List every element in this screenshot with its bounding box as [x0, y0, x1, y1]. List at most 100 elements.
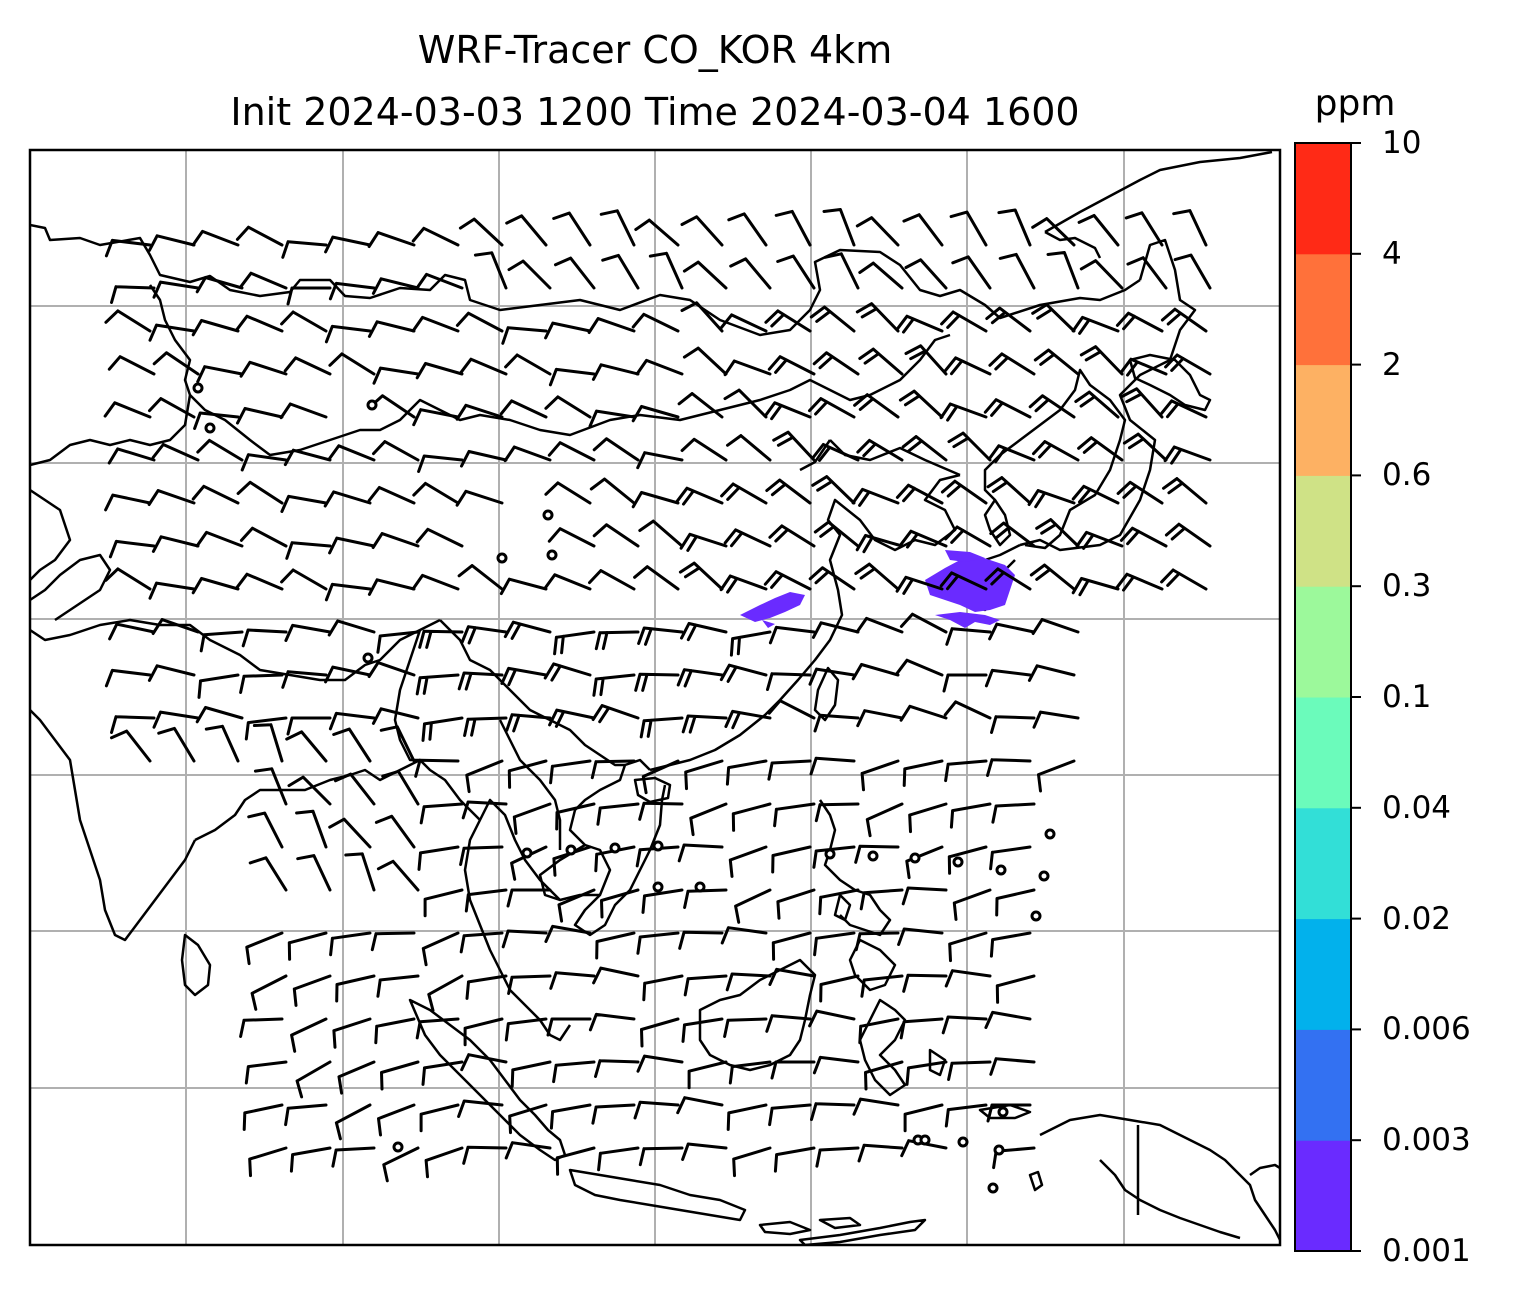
wind-barb	[1115, 572, 1164, 592]
wind-barb	[248, 1146, 288, 1178]
wind-barb	[681, 1142, 728, 1161]
wind-barb	[899, 612, 948, 634]
wind-barb	[544, 321, 592, 340]
wind-barb	[548, 367, 596, 387]
wind-barb	[239, 1017, 284, 1038]
wind-barb	[727, 212, 768, 247]
wind-barb	[991, 802, 1036, 824]
wind-barb	[677, 392, 724, 419]
wind-barb	[147, 234, 196, 252]
wind-barb	[455, 489, 504, 507]
coastline-japan-kyushu	[983, 498, 1012, 547]
wind-barb	[631, 312, 680, 333]
wind-barb	[1028, 394, 1076, 419]
wind-barb	[501, 326, 548, 345]
wind-barb	[723, 528, 772, 548]
coastline-japan-hokkaido	[1128, 353, 1212, 412]
wind-barb	[283, 448, 332, 467]
wind-barb	[811, 621, 860, 639]
wind-barb	[549, 971, 596, 990]
wind-barb	[324, 665, 372, 684]
wind-barb	[814, 802, 860, 823]
map-title-line2: Init 2024-03-03 1200 Time 2024-03-04 160…	[230, 90, 1080, 134]
calm-wind-marker	[496, 552, 508, 564]
wind-barb	[504, 353, 552, 376]
wind-barb	[191, 229, 240, 247]
wind-barb	[638, 1146, 684, 1167]
wind-barb	[457, 564, 504, 591]
wind-barb	[681, 714, 728, 734]
wind-barb	[723, 388, 768, 419]
wind-barb	[284, 1103, 328, 1127]
wind-barb	[895, 575, 944, 595]
wind-barb	[412, 408, 460, 427]
wind-barb	[287, 931, 328, 961]
wind-barb	[328, 711, 376, 731]
wind-barb	[591, 704, 640, 724]
wind-barb	[588, 409, 636, 428]
wind-barb	[641, 888, 684, 914]
colorbar-tick-label: 0.02	[1382, 900, 1452, 937]
wind-barb	[678, 930, 724, 950]
wind-barb	[367, 661, 416, 678]
wind-barb	[1032, 710, 1080, 729]
wind-barb	[588, 1012, 636, 1032]
wind-barb	[380, 1060, 420, 1091]
wind-barb	[296, 854, 332, 892]
wind-barb	[989, 1057, 1036, 1076]
wind-barb	[1173, 253, 1212, 290]
wind-barb	[858, 347, 904, 376]
wind-barb	[252, 723, 284, 763]
wind-barb	[812, 351, 860, 376]
wind-barb	[334, 1103, 372, 1141]
wind-barb	[1035, 518, 1080, 548]
wind-barb	[327, 619, 376, 637]
wind-barb	[988, 622, 1036, 641]
wind-barb	[903, 1103, 944, 1133]
wind-barb	[250, 974, 288, 1011]
wind-barb	[766, 672, 812, 691]
colorbar-tick-label: 0.04	[1382, 789, 1452, 826]
wind-barb	[245, 931, 284, 966]
wind-barb	[767, 699, 816, 720]
wind-barb	[415, 673, 460, 696]
wind-barb	[597, 1146, 640, 1172]
wind-barb	[944, 525, 992, 548]
wind-barb	[286, 286, 332, 306]
wind-barb	[720, 482, 768, 505]
wind-barb	[675, 486, 724, 506]
wind-barb	[939, 402, 988, 422]
wind-barb	[374, 1017, 416, 1045]
wind-barb	[637, 626, 684, 646]
coastlines	[30, 150, 1280, 1245]
wind-barb	[280, 310, 328, 333]
wind-barb	[682, 260, 728, 290]
wind-barb	[104, 567, 152, 591]
coastline-north	[30, 223, 1141, 337]
wind-barb	[636, 451, 684, 470]
wind-barb	[679, 532, 728, 552]
wind-barb	[279, 402, 328, 420]
wind-barb	[852, 1097, 900, 1116]
wind-barb	[680, 437, 728, 462]
wind-barb	[813, 713, 860, 733]
wind-barb	[940, 310, 988, 333]
wind-barb	[236, 407, 284, 425]
wind-barb	[947, 431, 992, 462]
wind-barb	[857, 1143, 904, 1163]
wind-barb	[764, 309, 812, 333]
wind-barb	[421, 931, 460, 967]
wind-barb	[290, 1017, 328, 1053]
wind-barb	[455, 311, 504, 333]
colorbar-tick-label: 10	[1382, 125, 1422, 161]
wind-barb	[902, 759, 944, 787]
wind-barb	[767, 759, 812, 781]
calm-wind-marker	[867, 850, 879, 862]
wind-barb	[641, 759, 680, 795]
wind-barb	[197, 673, 240, 699]
wind-barb	[990, 715, 1036, 734]
wind-barb	[995, 888, 1036, 917]
wind-barb	[372, 366, 420, 385]
wind-barb	[195, 706, 244, 724]
wind-barb	[823, 252, 860, 290]
